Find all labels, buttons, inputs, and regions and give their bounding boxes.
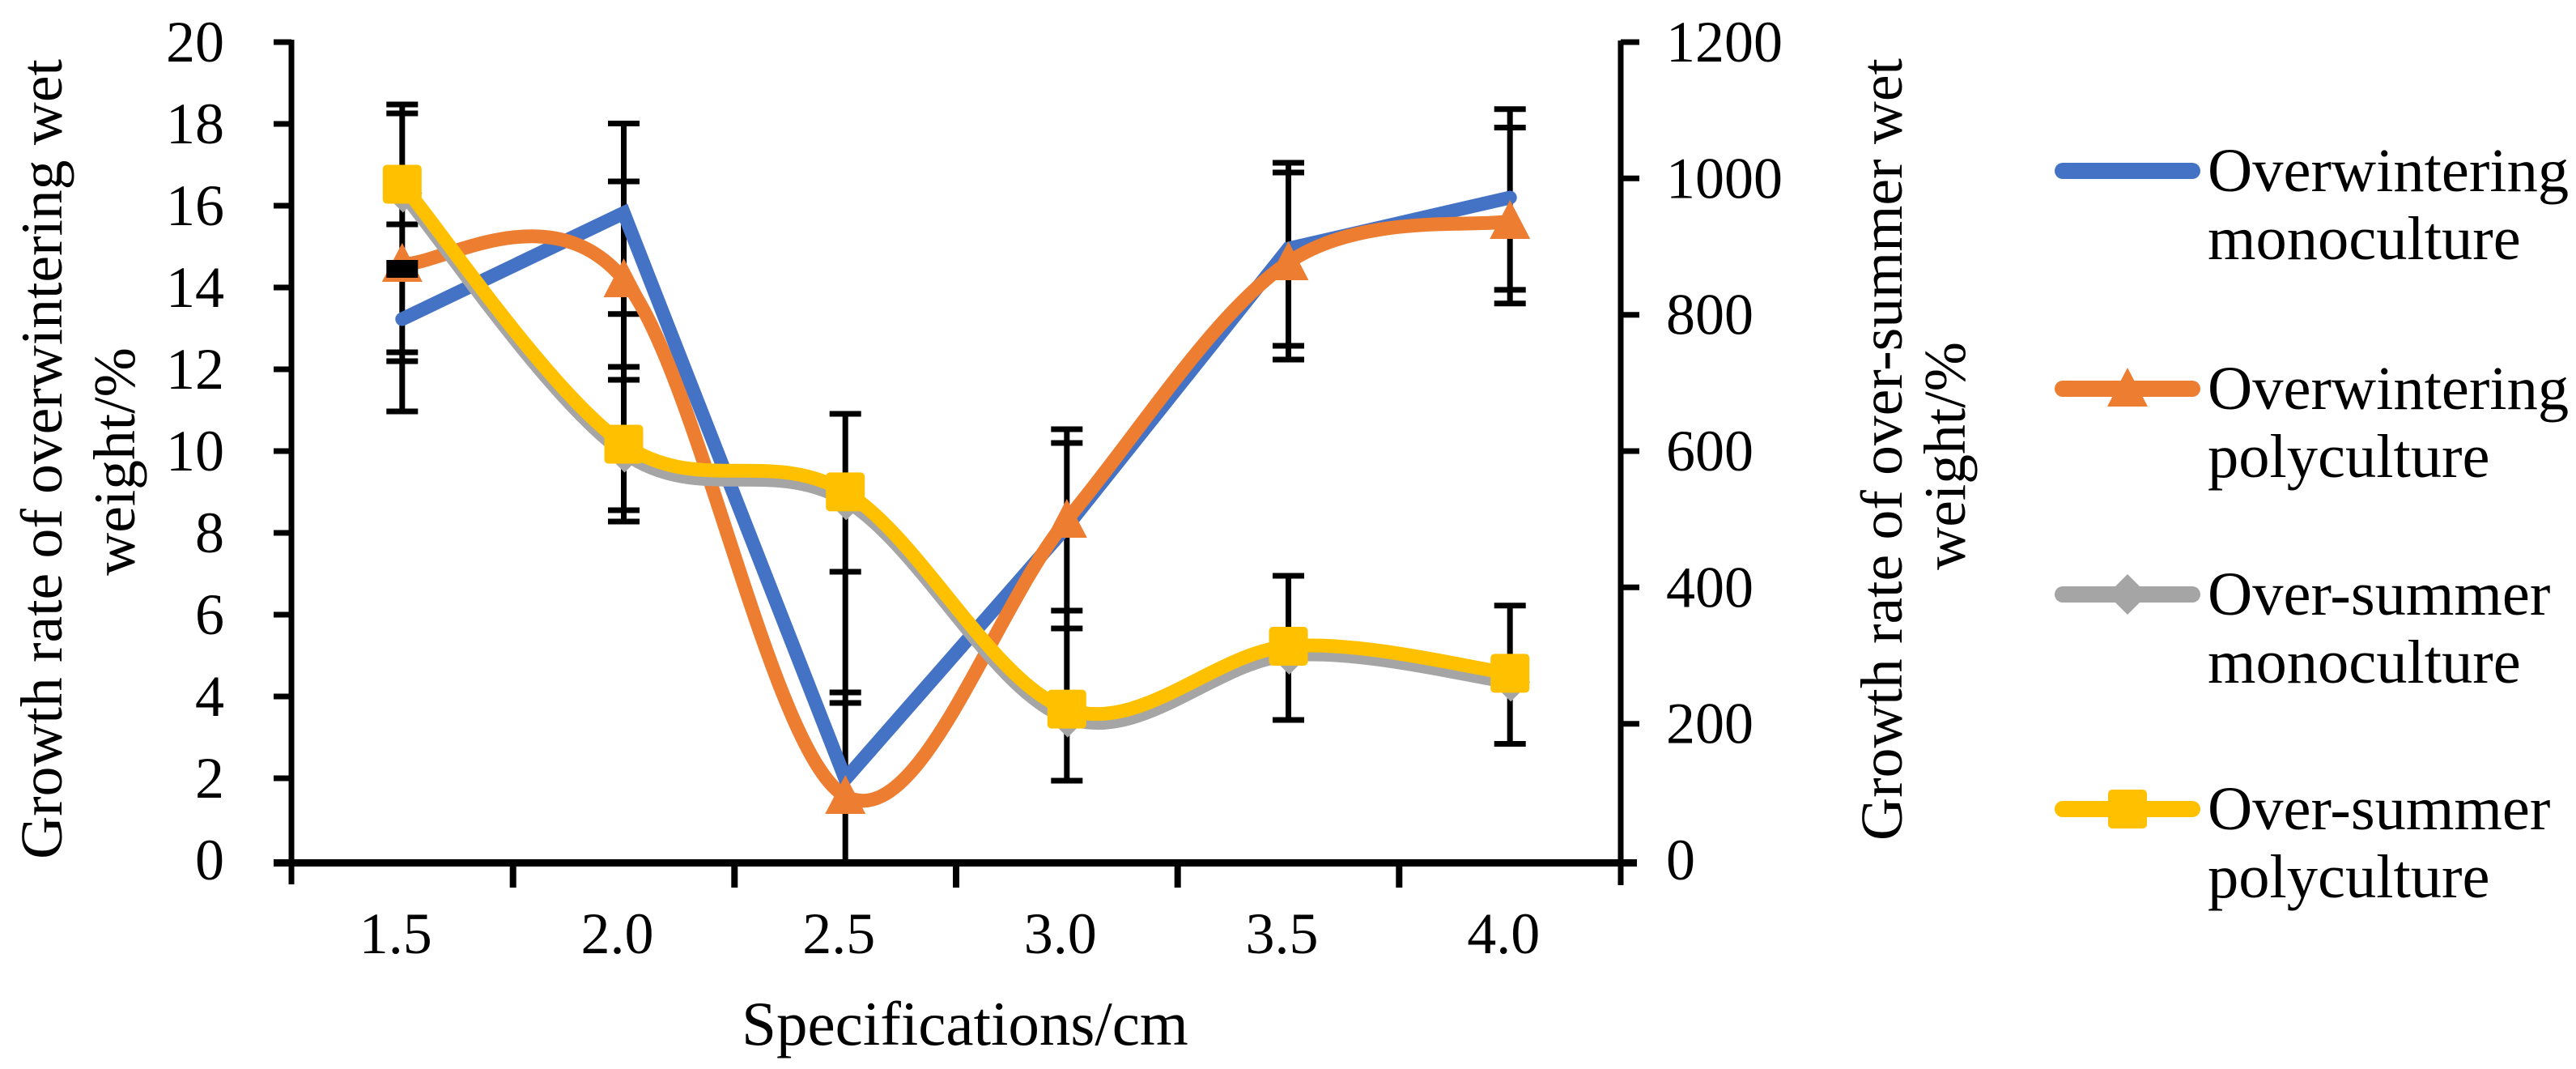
- svg-text:1200: 1200: [1666, 10, 1783, 75]
- svg-text:800: 800: [1666, 283, 1753, 347]
- svg-text:200: 200: [1666, 692, 1753, 756]
- svg-text:6: 6: [195, 582, 224, 647]
- svg-text:weight/%: weight/%: [82, 347, 147, 576]
- svg-text:1000: 1000: [1666, 146, 1783, 211]
- svg-text:18: 18: [166, 92, 224, 156]
- svg-text:3.0: 3.0: [1024, 901, 1097, 966]
- svg-text:8: 8: [195, 500, 224, 565]
- svg-text:12: 12: [166, 337, 224, 402]
- svg-text:polyculture: polyculture: [2208, 842, 2489, 911]
- svg-text:0: 0: [195, 828, 224, 892]
- svg-text:4: 4: [195, 664, 224, 729]
- svg-text:0: 0: [1666, 828, 1695, 892]
- svg-text:16: 16: [166, 173, 224, 238]
- svg-text:1.5: 1.5: [359, 901, 432, 966]
- svg-text:3.5: 3.5: [1246, 901, 1319, 966]
- svg-text:4.0: 4.0: [1467, 901, 1540, 966]
- svg-text:Specifications/cm: Specifications/cm: [742, 989, 1188, 1058]
- svg-text:20: 20: [166, 10, 224, 75]
- svg-text:Growth rate of overwintering w: Growth rate of overwintering wet: [9, 59, 74, 859]
- svg-text:weight/%: weight/%: [1912, 342, 1978, 570]
- svg-text:Growth rate of over-summer wet: Growth rate of over-summer wet: [1849, 58, 1915, 841]
- svg-text:14: 14: [166, 255, 224, 320]
- svg-text:Over-summer: Over-summer: [2208, 774, 2550, 843]
- svg-text:600: 600: [1666, 419, 1753, 483]
- svg-text:2: 2: [195, 746, 224, 811]
- svg-text:Over-summer: Over-summer: [2208, 560, 2550, 628]
- svg-text:monoculture: monoculture: [2208, 628, 2521, 696]
- svg-text:10: 10: [166, 419, 224, 483]
- svg-text:2.5: 2.5: [802, 901, 875, 966]
- svg-text:Overwintering: Overwintering: [2208, 136, 2569, 205]
- svg-text:polyculture: polyculture: [2208, 422, 2489, 491]
- svg-text:Overwintering: Overwintering: [2208, 354, 2569, 423]
- svg-text:monoculture: monoculture: [2208, 204, 2521, 273]
- svg-text:2.0: 2.0: [581, 901, 654, 966]
- svg-text:400: 400: [1666, 555, 1753, 620]
